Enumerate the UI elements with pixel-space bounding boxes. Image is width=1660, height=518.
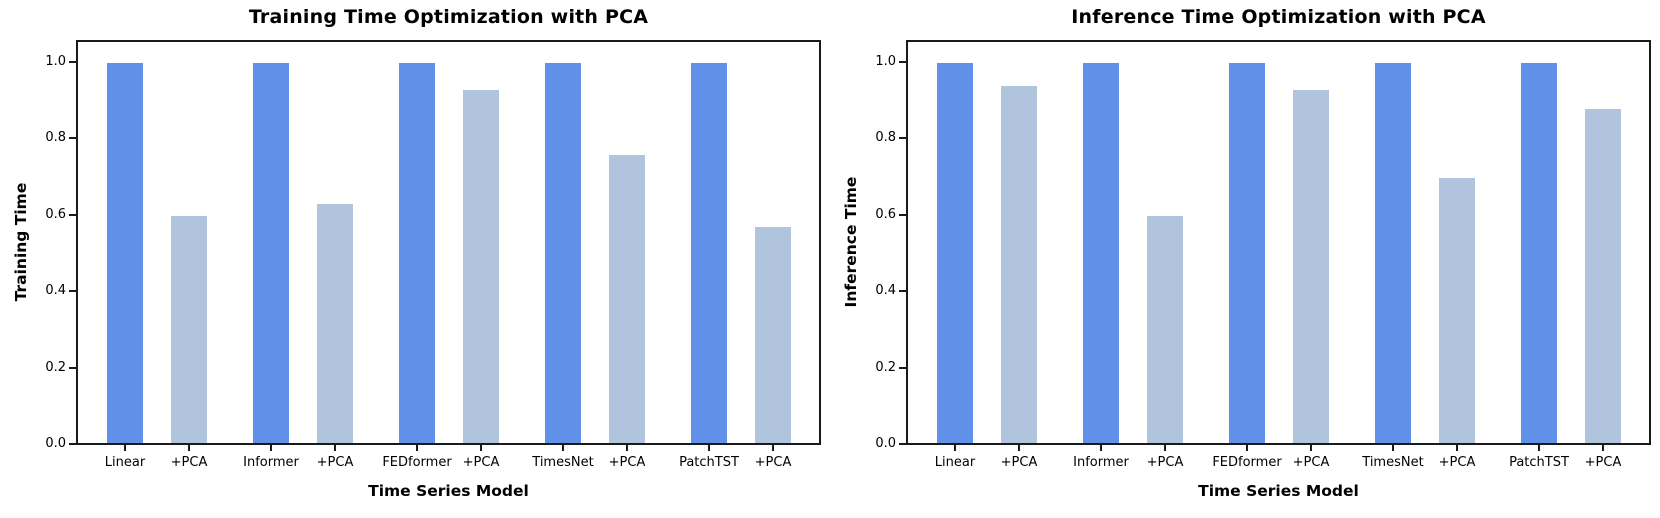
y-tick-mark xyxy=(899,290,906,293)
y-tick-label: 0.4 xyxy=(45,283,66,299)
y-tick-mark xyxy=(899,213,906,216)
x-tick-mark xyxy=(1018,445,1020,451)
y-tick-mark xyxy=(69,443,76,445)
x-tick-mark xyxy=(1246,445,1248,451)
x-tick-mark xyxy=(562,445,564,451)
y-tick-label: 0.2 xyxy=(875,359,896,375)
x-tick-mark xyxy=(626,445,628,451)
bar-pca xyxy=(755,227,791,443)
y-tick-label: 0.0 xyxy=(45,436,66,451)
y-tick-label: 1.0 xyxy=(875,54,896,69)
y-tick-mark xyxy=(899,61,906,63)
bar-pca xyxy=(1439,178,1475,443)
bar-model xyxy=(1375,63,1411,443)
x-tick-label: TimesNet xyxy=(1362,455,1424,470)
x-tick-label: TimesNet xyxy=(532,455,594,470)
x-tick-mark xyxy=(124,445,126,451)
plot-area-inference xyxy=(906,40,1651,445)
x-tick-mark xyxy=(954,445,956,451)
bar-pca xyxy=(609,155,645,443)
x-tick-label: +PCA xyxy=(1584,455,1622,470)
x-tick-label: Informer xyxy=(243,455,299,470)
bar-pca xyxy=(317,204,353,443)
bar-model xyxy=(1521,63,1557,443)
x-tick-label: FEDformer xyxy=(1212,455,1282,470)
bar-model xyxy=(545,63,581,443)
x-tick-mark xyxy=(1602,445,1604,451)
x-tick-label: +PCA xyxy=(170,455,208,470)
bar-model xyxy=(691,63,727,443)
x-tick-mark xyxy=(1538,445,1540,451)
y-tick-mark xyxy=(899,443,906,445)
y-tick-label: 0.6 xyxy=(45,206,66,222)
x-tick-mark xyxy=(708,445,710,451)
x-axis-label-time-series-model: Time Series Model xyxy=(368,482,529,500)
bar-model xyxy=(937,63,973,443)
bar-model xyxy=(107,63,143,443)
y-tick-mark xyxy=(899,366,906,369)
x-tick-label: +PCA xyxy=(462,455,500,470)
x-tick-mark xyxy=(1164,445,1166,451)
y-tick-mark xyxy=(69,61,76,63)
y-tick-label: 0.2 xyxy=(45,359,66,375)
inference-time-chart: Inference Time Optimization with PCA Inf… xyxy=(830,0,1660,518)
y-tick-mark xyxy=(69,290,76,293)
x-tick-mark xyxy=(1392,445,1394,451)
y-tick-label: 0.6 xyxy=(875,206,896,222)
bar-pca xyxy=(463,90,499,443)
bar-model xyxy=(1083,63,1119,443)
x-tick-label: Informer xyxy=(1073,455,1129,470)
x-tick-mark xyxy=(334,445,336,451)
x-tick-label: Linear xyxy=(104,455,146,470)
x-tick-label: +PCA xyxy=(1438,455,1476,470)
x-tick-label: +PCA xyxy=(316,455,354,470)
bar-model xyxy=(399,63,435,443)
bar-model xyxy=(253,63,289,443)
x-tick-label: PatchTST xyxy=(1509,455,1569,470)
x-tick-label: +PCA xyxy=(1146,455,1184,470)
x-tick-mark xyxy=(772,445,774,451)
x-tick-mark xyxy=(1100,445,1102,451)
chart-title-training: Training Time Optimization with PCA xyxy=(248,6,649,28)
y-tick-label: 0.4 xyxy=(875,283,896,299)
x-axis-label-time-series-model: Time Series Model xyxy=(1198,482,1359,500)
y-tick-label: 0.8 xyxy=(875,130,896,146)
y-tick-mark xyxy=(69,366,76,369)
plot-area-training xyxy=(76,40,821,445)
bar-pca xyxy=(1147,216,1183,443)
y-tick-label: 0.8 xyxy=(45,130,66,146)
bar-model xyxy=(1229,63,1265,443)
bar-pca xyxy=(1293,90,1329,443)
y-tick-mark xyxy=(69,137,76,140)
x-tick-mark xyxy=(188,445,190,451)
x-tick-label: FEDformer xyxy=(382,455,452,470)
y-tick-mark xyxy=(69,213,76,216)
x-tick-mark xyxy=(1310,445,1312,451)
x-tick-label: PatchTST xyxy=(679,455,739,470)
x-tick-mark xyxy=(1456,445,1458,451)
training-time-chart: Training Time Optimization with PCA Trai… xyxy=(12,6,821,500)
y-tick-mark xyxy=(899,137,906,140)
x-tick-mark xyxy=(480,445,482,451)
x-tick-mark xyxy=(270,445,272,451)
x-tick-label: +PCA xyxy=(1000,455,1038,470)
x-tick-label: +PCA xyxy=(754,455,792,470)
x-tick-mark xyxy=(416,445,418,451)
y-tick-label: 1.0 xyxy=(45,54,66,69)
bar-pca xyxy=(171,216,207,443)
bar-pca xyxy=(1001,86,1037,443)
x-tick-label: +PCA xyxy=(608,455,646,470)
x-tick-label: +PCA xyxy=(1292,455,1330,470)
chart-title-inference: Inference Time Optimization with PCA xyxy=(1071,6,1486,28)
y-tick-label: 0.0 xyxy=(875,436,896,451)
x-tick-label: Linear xyxy=(934,455,976,470)
bar-pca xyxy=(1585,109,1621,443)
